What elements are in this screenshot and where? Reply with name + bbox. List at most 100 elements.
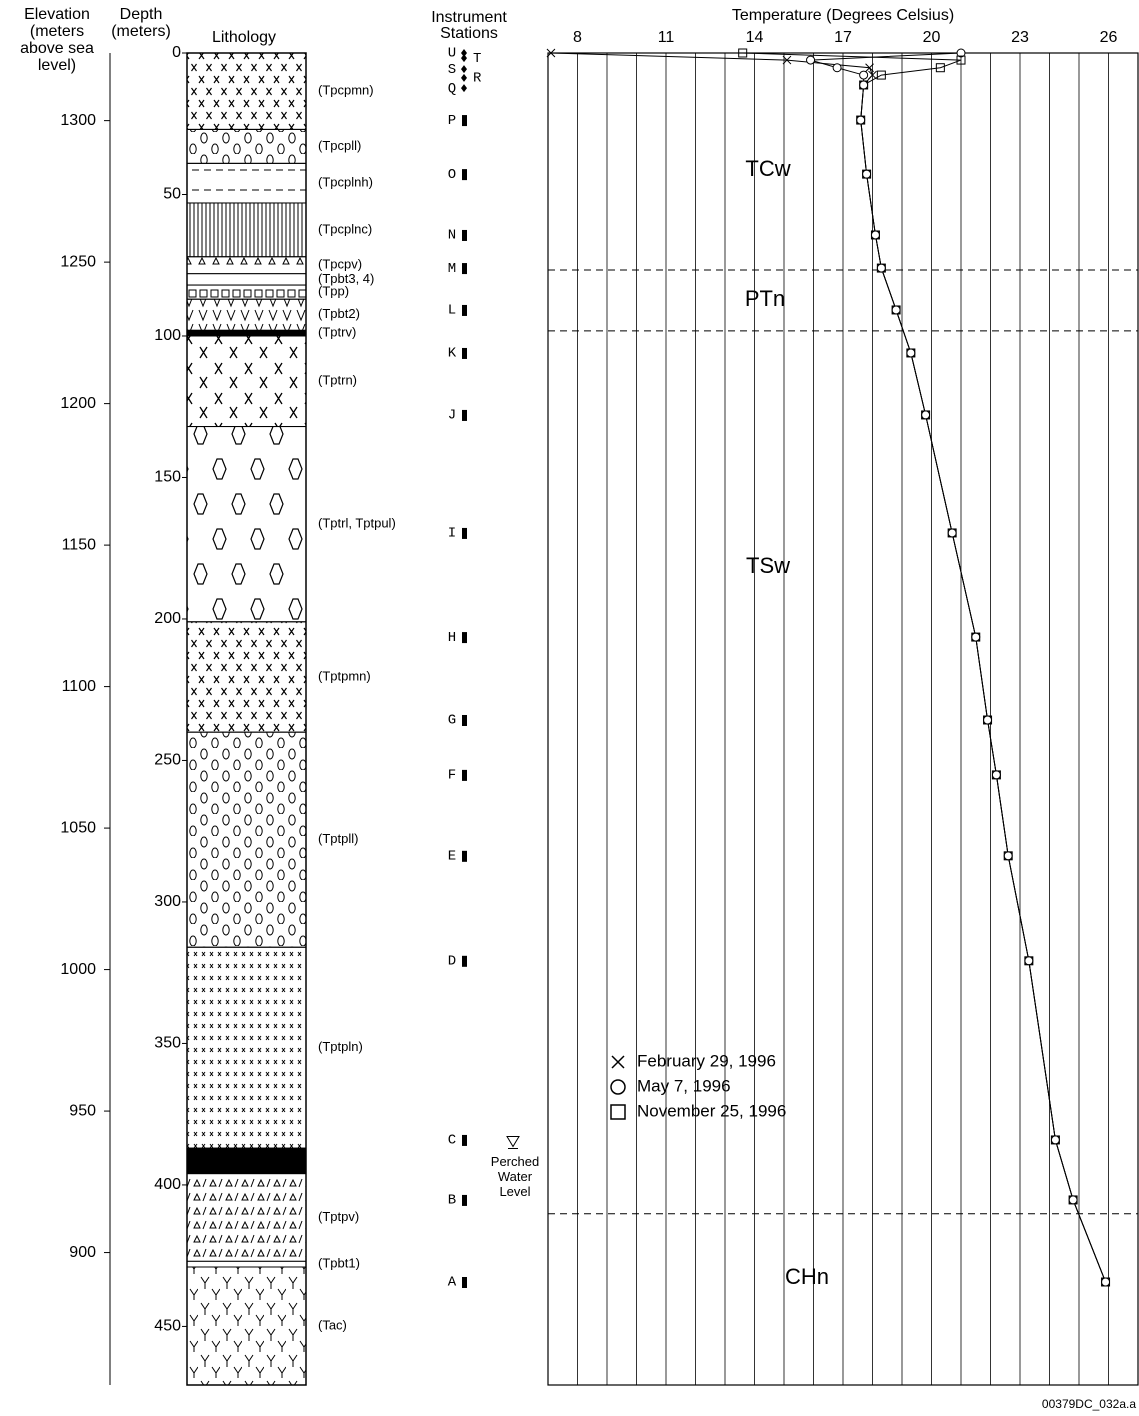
station-marker xyxy=(461,54,467,63)
elevation-tick-label: 1100 xyxy=(62,678,97,695)
depth-axis-title: Depth xyxy=(120,6,163,23)
data-point xyxy=(806,55,816,65)
station-marker xyxy=(461,65,467,74)
data-point xyxy=(876,263,886,273)
lithology-label: (Tpp) xyxy=(318,284,349,299)
station-label: O xyxy=(448,167,456,183)
station-label: H xyxy=(448,630,456,646)
perched-water-label: Perched xyxy=(491,1154,539,1169)
depth-tick-label: 0 xyxy=(172,44,181,61)
perched-water-symbol xyxy=(506,1135,520,1149)
station-label: T xyxy=(473,51,481,67)
x-tick-label: 8 xyxy=(573,29,582,46)
station-marker xyxy=(462,527,467,539)
zone-label: CHn xyxy=(785,1264,829,1289)
perched-water-label: Level xyxy=(499,1184,530,1199)
elevation-tick-label: 1200 xyxy=(60,395,96,412)
data-point xyxy=(971,632,981,642)
station-label: C xyxy=(448,1133,456,1149)
station-label: N xyxy=(448,228,456,244)
data-point xyxy=(859,80,869,90)
station-label: U xyxy=(448,46,456,62)
data-point xyxy=(971,632,981,642)
data-point xyxy=(859,80,869,90)
lithology-label: (Tpcpll) xyxy=(318,138,361,153)
data-point xyxy=(983,715,993,725)
data-point xyxy=(956,55,966,65)
depth-tick-label: 200 xyxy=(154,610,181,627)
lithology-label: (Tptrv) xyxy=(318,325,356,340)
data-point xyxy=(546,48,556,58)
station-marker xyxy=(462,850,467,862)
station-label: D xyxy=(448,954,456,970)
station-marker xyxy=(462,1134,467,1146)
lithology-label: (Tptpmn) xyxy=(318,668,371,683)
station-label: L xyxy=(448,303,456,319)
station-marker xyxy=(462,115,467,127)
data-point xyxy=(870,230,880,240)
lithology-unit xyxy=(186,329,307,337)
x-tick-label: 23 xyxy=(1011,29,1029,46)
data-point xyxy=(1024,956,1034,966)
lithology-label: (Tpcpv) xyxy=(318,257,362,272)
lithology-unit xyxy=(186,128,307,164)
station-marker xyxy=(462,347,467,359)
series-line xyxy=(742,52,1107,1283)
station-marker xyxy=(462,263,467,275)
station-label: Q xyxy=(448,81,456,97)
data-point xyxy=(1024,956,1034,966)
lithology-label: (Tpbt1) xyxy=(318,1256,360,1271)
station-label: J xyxy=(448,408,456,424)
lithology-label: (Tac) xyxy=(318,1317,347,1332)
legend-label: May 7, 1996 xyxy=(637,1076,731,1095)
data-point xyxy=(862,169,872,179)
station-marker xyxy=(462,1276,467,1288)
data-point xyxy=(1101,1277,1111,1287)
data-point xyxy=(832,63,842,73)
data-point xyxy=(1050,1135,1060,1145)
station-marker xyxy=(462,632,467,644)
depth-tick-label: 300 xyxy=(154,893,181,910)
stations-title: Stations xyxy=(440,25,498,42)
elevation-axis-title: Elevation xyxy=(24,6,90,23)
data-point xyxy=(947,528,957,538)
lithology-unit xyxy=(186,298,307,331)
data-point xyxy=(906,348,916,358)
station-marker xyxy=(462,1194,467,1206)
data-point xyxy=(891,305,901,315)
legend-marker xyxy=(611,1055,625,1069)
lithology-frame xyxy=(186,52,307,1386)
lithology-unit xyxy=(186,621,307,733)
elevation-tick-label: 1250 xyxy=(60,253,96,270)
zone-label: TCw xyxy=(745,156,790,181)
elevation-axis-title: (meters xyxy=(30,23,84,40)
depth-tick-label: 450 xyxy=(154,1318,181,1335)
lithology-unit xyxy=(186,52,307,130)
data-point xyxy=(947,528,957,538)
footer-id: 00379DC_032a.a xyxy=(1042,1397,1136,1411)
data-point xyxy=(1003,851,1013,861)
elevation-tick-label: 900 xyxy=(69,1244,96,1261)
lithology-unit xyxy=(186,335,307,428)
depth-tick-label: 350 xyxy=(154,1035,181,1052)
depth-tick-label: 100 xyxy=(154,327,181,344)
data-point xyxy=(865,63,874,73)
data-point xyxy=(1068,1195,1078,1205)
station-label: B xyxy=(448,1193,456,1209)
depth-tick-label: 50 xyxy=(163,186,181,203)
elevation-tick-label: 950 xyxy=(69,1102,96,1119)
x-tick-label: 14 xyxy=(746,29,764,46)
lithology-label: (Tptpv) xyxy=(318,1209,359,1224)
station-label: S xyxy=(448,62,456,78)
lithology-label: (Tpcplnc) xyxy=(318,221,372,236)
elevation-tick-label: 1150 xyxy=(62,536,97,553)
data-point xyxy=(856,115,866,125)
station-marker xyxy=(462,304,467,316)
data-point xyxy=(862,169,872,179)
data-point xyxy=(956,48,966,58)
depth-tick-label: 400 xyxy=(154,1176,181,1193)
lithology-unit xyxy=(186,202,307,258)
elevation-tick-label: 1000 xyxy=(60,961,96,978)
legend-marker xyxy=(610,1079,626,1095)
temperature-axis-title: Temperature (Degrees Celsius) xyxy=(732,7,954,24)
